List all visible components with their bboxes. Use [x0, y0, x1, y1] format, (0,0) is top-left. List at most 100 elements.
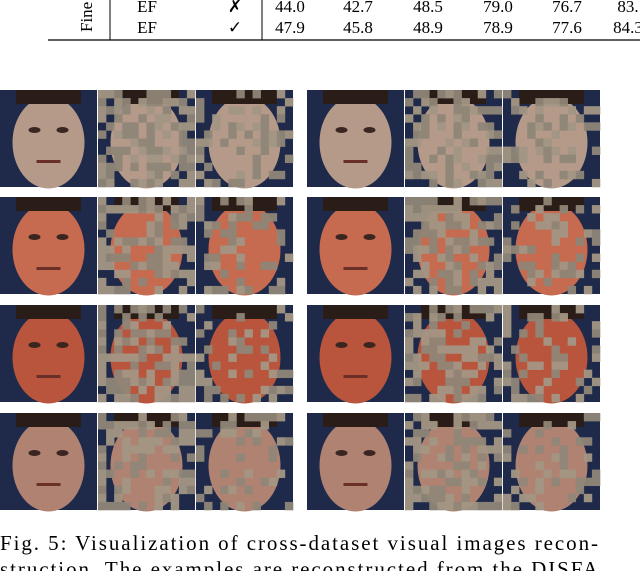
mask-patch — [162, 106, 172, 115]
mask-patch — [485, 269, 495, 279]
mask-patch — [154, 90, 163, 99]
mask-patch — [196, 197, 205, 206]
mask-patch — [98, 285, 107, 295]
mask-patch — [162, 114, 172, 123]
mask-patch — [122, 269, 131, 279]
mask-patch — [154, 245, 163, 254]
mask-patch — [154, 501, 163, 511]
mask-patch — [469, 229, 479, 238]
mask-patch — [429, 501, 438, 511]
mask-patch — [186, 429, 196, 438]
mask-patch — [276, 437, 286, 446]
face — [319, 96, 392, 189]
mask-patch — [583, 106, 593, 115]
mask-patch — [130, 154, 139, 164]
mask-patch — [196, 114, 205, 123]
eye — [363, 234, 376, 240]
mask-patch — [260, 477, 270, 487]
mask-patch — [469, 413, 479, 422]
mask-patch — [252, 106, 261, 115]
mask-patch — [236, 337, 245, 346]
mask-patch — [98, 261, 107, 271]
mask-patch — [413, 245, 422, 254]
mask-patch — [519, 106, 528, 115]
mask-patch — [453, 429, 462, 438]
mask-patch — [445, 154, 454, 164]
mask-patch — [559, 170, 568, 180]
mask-patch — [551, 130, 560, 139]
mask-patch — [98, 213, 107, 222]
mask-patch — [493, 421, 503, 430]
mask-patch — [276, 469, 286, 478]
mask-patch — [244, 429, 253, 438]
mask-patch — [535, 501, 544, 511]
mask-patch — [244, 205, 253, 214]
mask-patch — [485, 277, 495, 287]
mask-patch — [204, 377, 213, 387]
mask-patch — [477, 90, 487, 99]
mask-patch — [122, 245, 131, 254]
mask-patch — [186, 385, 196, 395]
mask-patch — [220, 501, 229, 511]
mask-patch — [477, 445, 487, 454]
mask-patch — [477, 285, 487, 295]
mask-patch — [535, 385, 544, 395]
mask-patch — [178, 146, 188, 155]
mask-patch — [138, 385, 147, 395]
mask-patch — [551, 261, 560, 271]
mask-patch — [437, 253, 446, 262]
mask-patch — [575, 393, 585, 403]
mask-patch — [493, 361, 503, 370]
mask-patch — [453, 501, 462, 511]
mask-patch — [429, 493, 438, 503]
mask-patch — [138, 305, 147, 314]
mask-patch — [461, 393, 470, 403]
mask-patch — [170, 337, 180, 346]
mask-patch — [493, 253, 503, 262]
mask-patch — [493, 213, 503, 222]
mask-patch — [453, 197, 462, 206]
mask-patch — [477, 221, 487, 230]
mask-patch — [559, 205, 568, 214]
mask-patch — [405, 353, 414, 362]
mask-patch — [429, 469, 438, 478]
mask-patch — [154, 485, 163, 495]
mask-patch — [437, 453, 446, 462]
mask-patch — [437, 501, 446, 511]
mask-patch — [405, 170, 414, 180]
mask-patch — [228, 485, 237, 495]
mask-patch — [453, 477, 462, 487]
mask-patch — [114, 377, 123, 387]
mask-patch — [469, 421, 479, 430]
mask-patch — [413, 321, 422, 330]
mask-patch — [485, 162, 495, 172]
mask-patch — [122, 421, 131, 430]
mask-patch — [284, 437, 294, 446]
mask-patch — [154, 345, 163, 354]
mask-patch — [429, 154, 438, 164]
mask-patch — [114, 393, 123, 403]
mask-patch — [220, 269, 229, 279]
mask-patch — [511, 205, 520, 214]
mask-patch — [114, 154, 123, 164]
mask-patch — [445, 213, 454, 222]
mask-patch — [511, 385, 520, 395]
mask-patch — [469, 501, 479, 511]
mask-patch — [146, 229, 155, 238]
mask-patch — [276, 138, 286, 147]
mask-patch — [511, 221, 520, 230]
mask-patch — [228, 213, 237, 222]
mask-patch — [106, 178, 115, 188]
mask-patch — [445, 445, 454, 454]
mask-patch — [575, 269, 585, 279]
mask-patch — [162, 253, 172, 262]
mask-patch — [493, 377, 503, 387]
mask-patch — [146, 329, 155, 338]
mask-patch — [453, 213, 462, 222]
mask-patch — [535, 122, 544, 131]
mask-patch — [122, 205, 131, 214]
mask-patch — [469, 237, 479, 246]
mask-patch — [106, 205, 115, 214]
mask-patch — [276, 237, 286, 246]
